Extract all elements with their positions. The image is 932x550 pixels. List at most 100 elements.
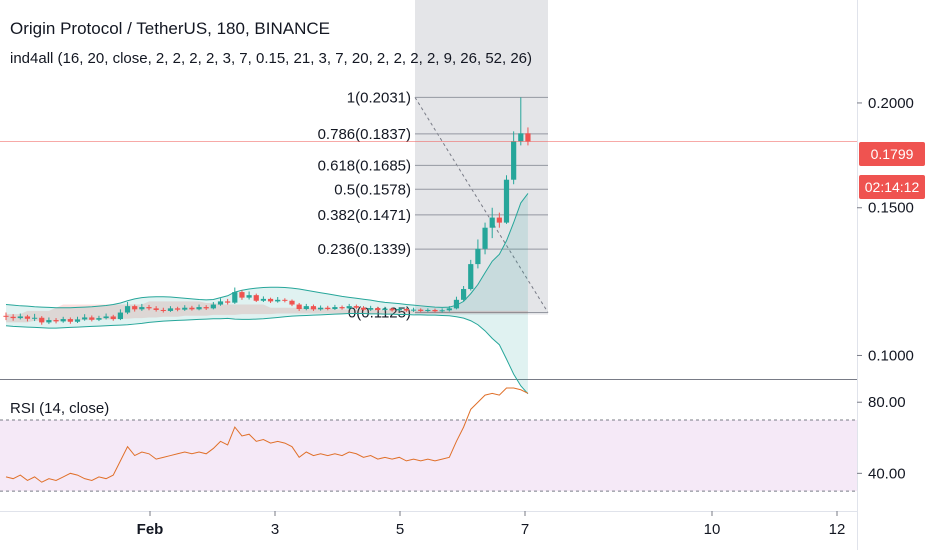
candle-body	[332, 307, 338, 310]
candle-body	[32, 317, 38, 319]
candle-body	[175, 308, 181, 310]
fib-trend-line	[414, 97, 549, 313]
candle-body	[353, 306, 359, 308]
time-tick-label: 5	[396, 521, 404, 538]
rsi-tick-label: 40.00	[868, 465, 906, 482]
rsi-tick-label: 80.00	[868, 394, 906, 411]
candle-body	[53, 320, 59, 322]
candle-body	[17, 316, 23, 319]
candle-body	[67, 319, 73, 322]
rsi-band-fill	[0, 420, 857, 492]
candle-body	[110, 316, 116, 320]
pane-divider	[0, 379, 857, 380]
bollinger-bands	[5, 193, 529, 395]
fib-retracement[interactable]: 1(0.2031) 0.786(0.1837) 0.618(0.1685) 0.5(0…	[318, 0, 549, 322]
candle-body	[82, 317, 88, 320]
candle-body	[117, 312, 123, 320]
chart-title: Origin Protocol / TetherUS, 180, BINANCE	[10, 19, 330, 38]
candle-body	[89, 317, 95, 320]
candle-body	[203, 307, 209, 309]
rsi-pane: 80.00 40.00	[0, 387, 906, 492]
price-tick-label: 0.2000	[868, 95, 914, 112]
candle-body	[368, 308, 374, 310]
candle-body	[346, 306, 352, 309]
candle-body	[496, 217, 502, 223]
candle-body	[396, 309, 402, 311]
candle-body	[189, 307, 195, 310]
candle-body	[303, 306, 309, 310]
candle-body	[432, 309, 438, 312]
candle-body	[511, 141, 517, 180]
rsi-line	[5, 387, 529, 483]
candle-body	[182, 307, 188, 310]
indicator-legend[interactable]: ind4all (16, 20, close, 2, 2, 2, 2, 3, 7…	[10, 50, 533, 67]
candle-body	[325, 307, 331, 310]
candle-body	[410, 309, 417, 311]
candle-body	[439, 310, 445, 312]
candle-body	[318, 307, 324, 310]
rsi-series-line	[5, 387, 529, 483]
fib-level-label: 0.786(0.1837)	[318, 126, 411, 143]
candle-body	[196, 307, 202, 310]
price-axis[interactable]: 0.2000 0.1500 0.1000	[857, 95, 914, 365]
candle-body	[446, 308, 452, 311]
fib-level-label: 0.236(0.1339)	[318, 241, 411, 258]
fib-level-label: 1(0.2031)	[347, 89, 411, 106]
candle-body	[74, 319, 81, 322]
band-upper-line	[5, 193, 529, 309]
candle-body	[103, 316, 109, 319]
candle-body	[139, 307, 145, 310]
candle-body	[132, 306, 138, 310]
fib-level-label: 0.5(0.1578)	[334, 181, 411, 198]
price-axis-divider	[857, 0, 858, 550]
band-lower-line	[5, 313, 529, 395]
candle-body	[124, 306, 131, 313]
candle-body	[282, 299, 288, 301]
candle-body	[389, 308, 395, 311]
candle-body	[267, 298, 274, 302]
band-fill	[6, 193, 528, 394]
candle-body	[10, 316, 16, 319]
candle-body	[146, 307, 152, 309]
bar-countdown-tag: 02:14:12	[859, 175, 925, 199]
rsi-axis[interactable]: 80.00 40.00	[857, 394, 906, 482]
fib-box	[415, 0, 548, 315]
candle-body	[153, 308, 159, 310]
candle-body	[518, 133, 524, 142]
candle-body	[3, 315, 9, 317]
fib-level-label: 0.382(0.1471)	[318, 207, 411, 224]
candle-body	[310, 306, 317, 310]
candle-body	[217, 301, 224, 305]
time-tick-label: 10	[704, 521, 721, 538]
candle-body	[60, 319, 66, 322]
candle-body	[160, 309, 166, 311]
candle-body	[375, 308, 381, 310]
candle-body	[468, 264, 474, 290]
fib-level-label: 0.618(0.1685)	[318, 157, 411, 174]
price-tick-label: 0.1500	[868, 200, 914, 217]
candle-body	[482, 227, 488, 249]
candle-body	[289, 300, 295, 305]
candlestick-series	[3, 97, 531, 325]
rsi-legend[interactable]: RSI (14, close)	[10, 400, 110, 417]
candle-body	[39, 317, 45, 323]
candle-body	[489, 217, 495, 228]
candle-body	[425, 309, 431, 311]
candle-body	[232, 292, 238, 303]
candle-body	[360, 307, 367, 310]
candle-body	[418, 309, 424, 311]
candle-body	[239, 292, 245, 298]
candle-body	[503, 179, 510, 223]
time-axis[interactable]: Feb 3 5 7 10 12	[137, 511, 846, 538]
time-tick-label: 3	[271, 521, 279, 538]
candle-body	[167, 308, 174, 311]
candle-body	[96, 318, 102, 320]
candle-body	[253, 295, 259, 301]
candle-body	[246, 295, 252, 298]
price-tick-label: 0.1000	[868, 347, 914, 364]
rsi-band	[0, 419, 857, 492]
candle-body	[475, 248, 481, 265]
candle-body	[225, 301, 231, 303]
